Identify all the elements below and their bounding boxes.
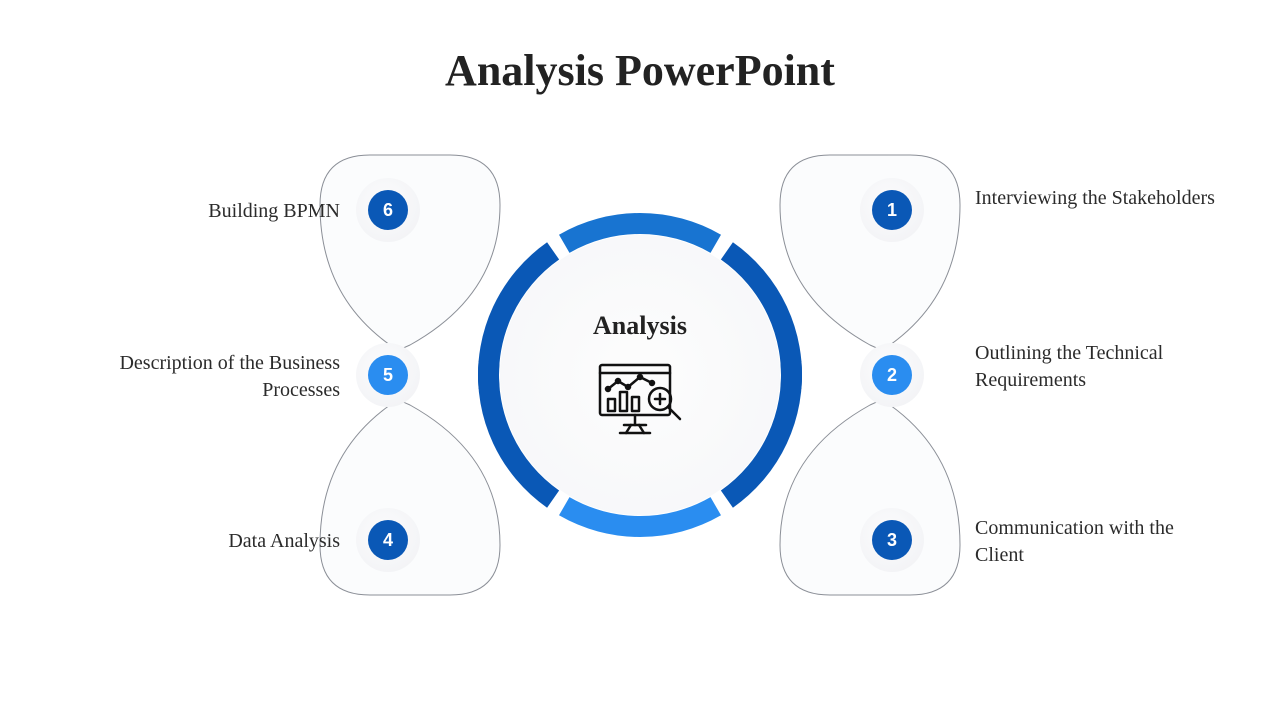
step-number-4: 4 bbox=[368, 520, 408, 560]
step-label-3: Communication with the Client bbox=[975, 515, 1215, 569]
step-label-2: Outlining the Technical Requirements bbox=[975, 340, 1215, 394]
step-number-3: 3 bbox=[872, 520, 912, 560]
center-label: Analysis bbox=[593, 311, 687, 341]
step-label-1: Interviewing the Stakeholders bbox=[975, 185, 1215, 212]
center-circle: Analysis bbox=[500, 235, 780, 515]
step-label-5: Description of the Business Processes bbox=[100, 350, 340, 404]
page-title: Analysis PowerPoint bbox=[0, 45, 1280, 96]
analysis-chart-icon bbox=[594, 359, 686, 439]
step-number-2: 2 bbox=[872, 355, 912, 395]
step-label-6: Building BPMN bbox=[100, 198, 340, 225]
step-number-1: 1 bbox=[872, 190, 912, 230]
step-number-5: 5 bbox=[368, 355, 408, 395]
step-number-6: 6 bbox=[368, 190, 408, 230]
step-label-4: Data Analysis bbox=[100, 528, 340, 555]
